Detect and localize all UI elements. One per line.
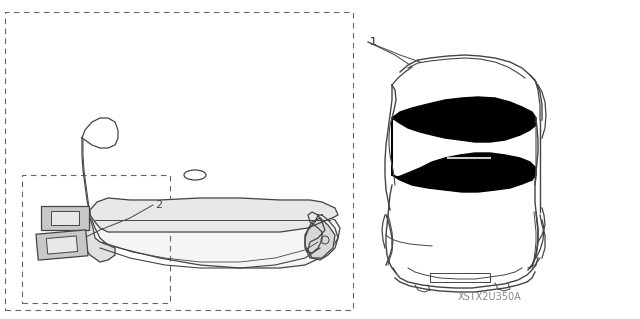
Polygon shape	[36, 230, 88, 260]
Polygon shape	[392, 97, 536, 192]
Polygon shape	[90, 205, 340, 268]
Bar	[5, 12, 353, 310]
Polygon shape	[51, 211, 79, 225]
Polygon shape	[90, 198, 338, 232]
Polygon shape	[46, 236, 77, 254]
Text: 1: 1	[370, 37, 377, 47]
Polygon shape	[305, 218, 335, 258]
Polygon shape	[41, 206, 89, 230]
Text: 2: 2	[155, 200, 162, 210]
Bar	[22, 175, 170, 303]
Text: 1: 1	[370, 37, 377, 47]
Polygon shape	[80, 215, 115, 262]
Text: XSTX2U350A: XSTX2U350A	[458, 292, 522, 302]
